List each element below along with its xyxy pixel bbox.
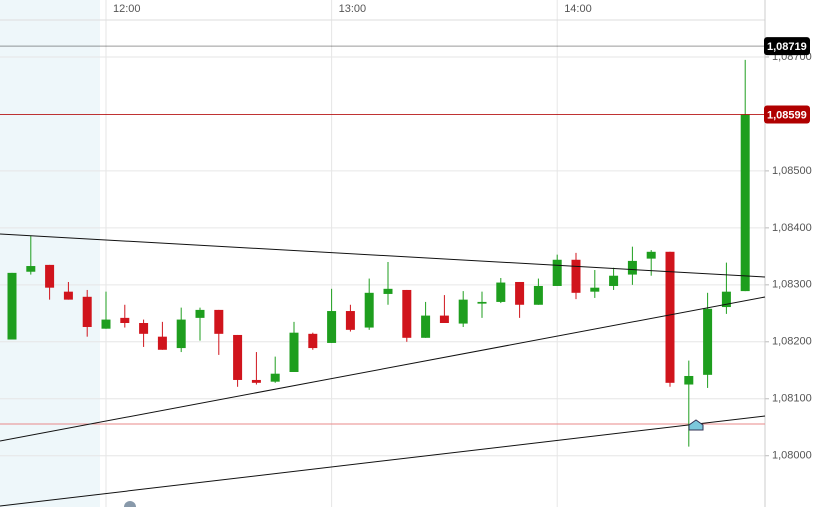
candle-body (251, 379, 261, 383)
candle-body (139, 322, 149, 334)
y-tick-label: 1,08500 (772, 165, 812, 177)
candle-body (533, 285, 543, 305)
candle-body (364, 292, 374, 328)
candle-body (270, 373, 280, 382)
y-tick-label: 1,08000 (772, 450, 812, 462)
candle-body (195, 309, 205, 318)
candle-body (45, 264, 55, 288)
candle-body (458, 299, 468, 324)
candle-body (515, 281, 525, 305)
y-tick-label: 1,08300 (772, 279, 812, 291)
candle-body (703, 308, 713, 375)
candle-body (233, 334, 243, 380)
candle-body (26, 266, 36, 272)
x-tick-label: 13:00 (339, 3, 367, 15)
x-tick-label: 14:00 (564, 3, 592, 15)
candle-body (496, 282, 506, 302)
candle-body (439, 315, 449, 323)
x-tick-label: 12:00 (113, 3, 141, 15)
candle-body (7, 272, 17, 340)
candle-body (63, 291, 73, 300)
candle-body (345, 311, 355, 330)
scroll-icon[interactable] (124, 501, 136, 507)
candle-body (665, 251, 675, 383)
candle-body (590, 287, 600, 292)
candle-body (552, 259, 562, 286)
candle-body (571, 259, 581, 293)
candle-body (308, 333, 318, 349)
candle-body (421, 315, 431, 338)
candle-body (82, 296, 92, 327)
labels: 1,08000 1,08100 1,08200 1,08300 1,08400 1,085… (113, 3, 812, 462)
y-tick-label: 1,08400 (772, 222, 812, 234)
candle-body (646, 251, 656, 259)
y-tick-label: 1,08200 (772, 336, 812, 348)
candle-body (740, 114, 750, 292)
candle-body (101, 319, 111, 329)
candle-body (383, 288, 393, 294)
candle-body (289, 332, 299, 372)
candle-body (214, 309, 224, 334)
grid (0, 0, 769, 507)
trend-line (0, 233, 766, 278)
price-marker-label: 1,08599 (767, 109, 807, 121)
candle-body (609, 275, 619, 286)
candle-body (721, 291, 731, 308)
candle-body (684, 375, 694, 385)
price-marker-label: 1,08719 (767, 41, 807, 53)
price-marker-box (764, 37, 810, 56)
candle-body (120, 317, 130, 323)
candle-body (157, 336, 167, 350)
session-shade (0, 0, 100, 507)
candle-body (477, 301, 487, 304)
trend-line (0, 296, 766, 442)
candles (0, 45, 765, 447)
alert-marker[interactable] (688, 419, 704, 431)
candle-body (402, 289, 412, 338)
trend-line (0, 415, 766, 507)
candle-body (176, 319, 186, 349)
candle-body (327, 311, 337, 343)
candle-body (627, 260, 637, 275)
y-tick-label: 1,08100 (772, 393, 812, 405)
price-marker-box (764, 105, 810, 124)
